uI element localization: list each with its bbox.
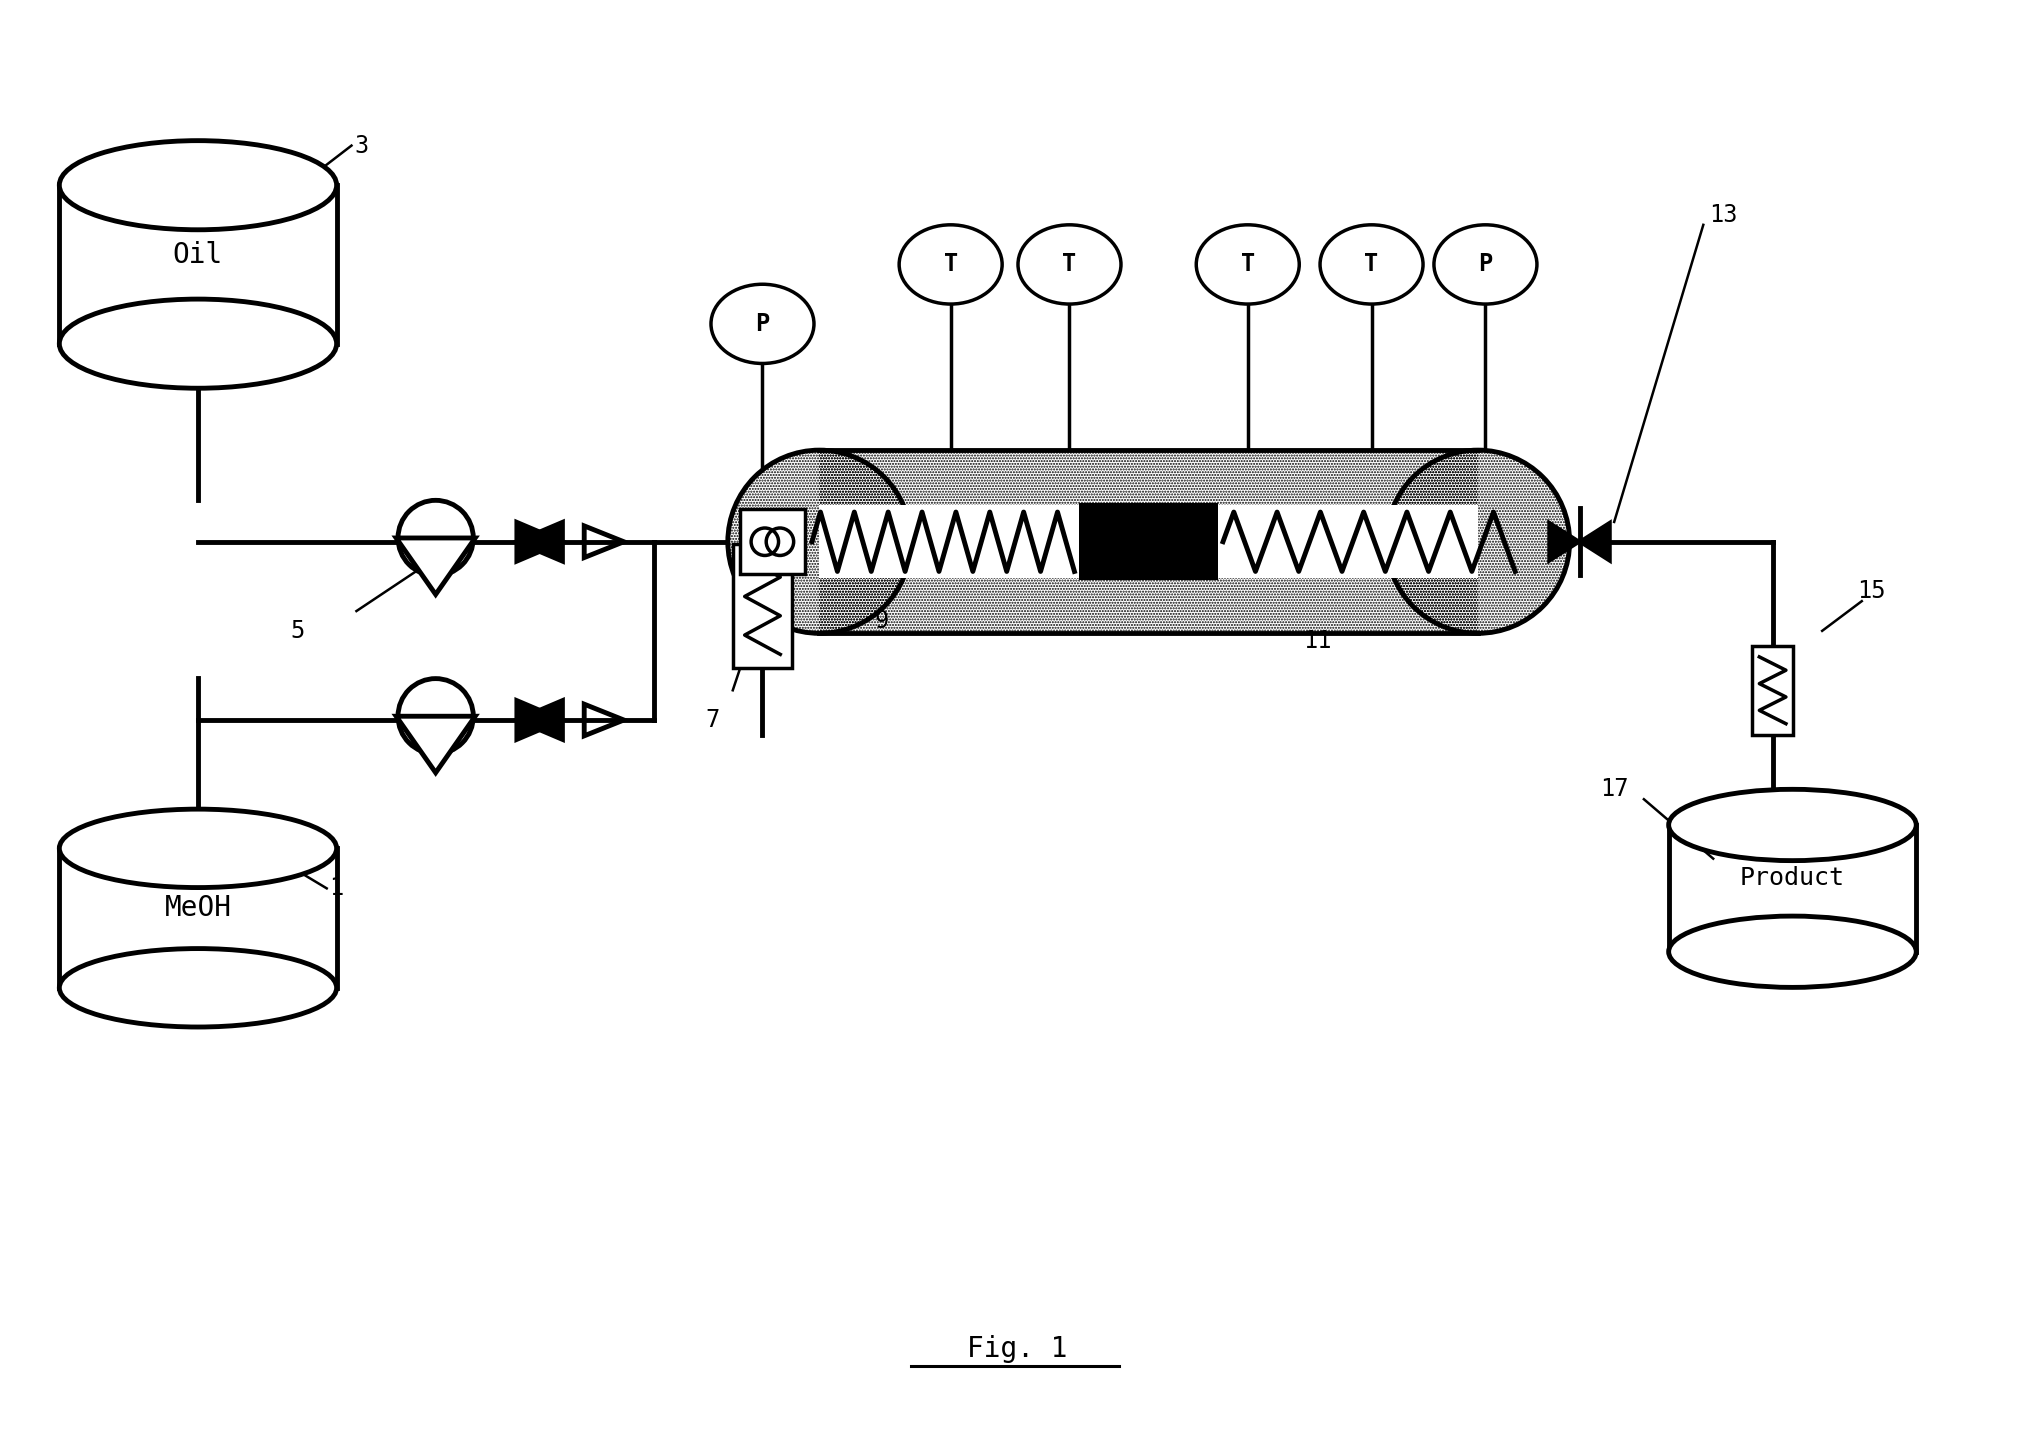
Text: 7: 7 (706, 708, 720, 732)
Text: MeOH: MeOH (165, 894, 232, 922)
Bar (820, 451, 1479, 505)
Text: 13: 13 (1709, 203, 1737, 228)
Text: 9: 9 (875, 609, 889, 634)
Text: 11: 11 (1304, 629, 1332, 652)
Ellipse shape (1196, 225, 1300, 304)
Text: Fig. 1: Fig. 1 (966, 1335, 1068, 1362)
Ellipse shape (59, 141, 336, 230)
Ellipse shape (1668, 789, 1916, 861)
Circle shape (399, 500, 474, 576)
Polygon shape (1580, 523, 1611, 562)
Text: 5: 5 (291, 619, 305, 642)
Polygon shape (517, 701, 563, 739)
Text: Product: Product (1739, 867, 1845, 890)
Text: P: P (1479, 252, 1493, 276)
Text: 3: 3 (354, 134, 368, 157)
Ellipse shape (728, 451, 911, 634)
Text: T: T (1062, 252, 1076, 276)
Polygon shape (517, 523, 563, 562)
Text: T: T (1241, 252, 1255, 276)
Circle shape (399, 678, 474, 755)
Ellipse shape (1668, 916, 1916, 988)
Ellipse shape (712, 284, 814, 363)
Text: Oil: Oil (173, 240, 224, 268)
Bar (1080, 503, 1218, 580)
Ellipse shape (1434, 225, 1538, 304)
Polygon shape (1550, 523, 1580, 562)
Polygon shape (397, 716, 476, 773)
Text: 1: 1 (330, 877, 344, 900)
Polygon shape (397, 539, 476, 595)
Bar (820, 579, 1479, 634)
Text: 17: 17 (1601, 778, 1629, 801)
Text: P: P (755, 312, 769, 336)
Ellipse shape (59, 949, 336, 1027)
FancyBboxPatch shape (820, 451, 1479, 634)
Text: T: T (944, 252, 958, 276)
Bar (740, 510, 805, 575)
Ellipse shape (59, 300, 336, 389)
Text: 15: 15 (1857, 579, 1886, 603)
Ellipse shape (1387, 451, 1570, 634)
Bar (732, 544, 791, 668)
Bar (1751, 645, 1794, 734)
Ellipse shape (1320, 225, 1424, 304)
Ellipse shape (1017, 225, 1121, 304)
Bar (820, 505, 1479, 579)
Text: T: T (1365, 252, 1379, 276)
Polygon shape (517, 523, 563, 562)
Ellipse shape (59, 809, 336, 887)
Polygon shape (517, 701, 563, 739)
Ellipse shape (899, 225, 1003, 304)
